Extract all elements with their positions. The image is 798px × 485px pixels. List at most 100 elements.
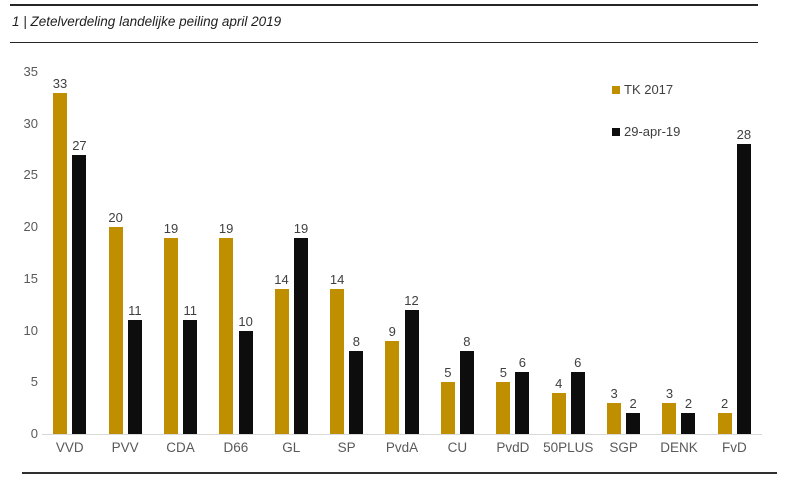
y-axis: 0 5 10 15 20 25 30 35 — [0, 0, 38, 485]
y-tick-label: 35 — [23, 64, 38, 79]
bar — [183, 320, 198, 434]
bar — [108, 227, 123, 434]
category-label: PvdD — [496, 440, 530, 455]
category-label: D66 — [223, 440, 249, 455]
bottom-rule — [22, 472, 777, 474]
legend-label: 29-apr-19 — [624, 124, 681, 139]
bar-value-label: 6 — [518, 354, 526, 370]
bar-value-label: 3 — [665, 386, 674, 401]
bar-group: 2 28 — [707, 72, 762, 434]
bar-wrapper: 3 — [607, 386, 622, 434]
category-label: VVD — [55, 440, 84, 455]
legend-item-tk2017: TK 2017 — [612, 82, 680, 97]
bar — [440, 382, 455, 434]
bar-value-label: 5 — [444, 365, 452, 381]
y-tick-label: 30 — [23, 115, 38, 131]
bar-value-label: 2 — [629, 396, 637, 412]
y-tick-label: 25 — [23, 167, 38, 183]
bar — [459, 351, 474, 434]
bar-wrapper: 20 — [108, 210, 123, 434]
bar-value-label: 11 — [128, 303, 142, 319]
bar-value-label: 33 — [52, 75, 68, 91]
bar-value-label: 10 — [238, 313, 253, 329]
bar-wrapper: 5 — [496, 365, 511, 434]
bar — [274, 289, 289, 434]
legend: TK 2017 29-apr-19 — [612, 82, 680, 139]
category-label: SGP — [609, 440, 638, 455]
title-underline-rule — [10, 42, 758, 43]
bar — [127, 320, 142, 434]
bar — [163, 237, 178, 434]
category-label: PvdA — [385, 440, 419, 455]
bar-wrapper: 11 — [127, 303, 142, 434]
category-label: 50PLUS — [543, 440, 594, 455]
category-label: PVV — [111, 440, 139, 455]
category-label: DENK — [660, 440, 698, 455]
category-label: CDA — [166, 440, 195, 455]
bar-pair: 19 11 — [163, 221, 198, 434]
y-tick-label: 0 — [30, 426, 38, 441]
bar — [496, 382, 511, 434]
bar — [736, 144, 751, 434]
y-tick-label: 15 — [23, 270, 38, 286]
bar-group: 20 11 — [97, 72, 152, 434]
bar-wrapper: 19 — [294, 221, 308, 434]
bar-wrapper: 5 — [440, 365, 455, 434]
bar-value-label: 19 — [218, 220, 234, 236]
y-tick-label: 10 — [23, 322, 38, 338]
bar-group: 33 27 — [42, 72, 97, 434]
bar-value-label: 14 — [329, 272, 345, 288]
y-tick-label: 20 — [23, 219, 38, 235]
bar-value-label: 8 — [463, 334, 471, 350]
bar — [404, 309, 419, 434]
bar — [330, 289, 345, 434]
bar — [385, 340, 400, 434]
bar-value-label: 2 — [684, 396, 693, 412]
chart-title: 1 | Zetelverdeling landelijke peiling ap… — [12, 14, 282, 29]
legend-swatch-black-icon — [612, 127, 620, 136]
bar-value-label: 11 — [183, 303, 197, 319]
bar-pair: 14 8 — [329, 272, 364, 434]
bar-wrapper: 33 — [53, 76, 67, 434]
bar-wrapper: 14 — [274, 272, 289, 434]
bar-pair: 19 10 — [218, 220, 253, 434]
bar — [570, 371, 585, 434]
bar-wrapper: 19 — [218, 220, 234, 434]
legend-swatch-gold-icon — [612, 85, 620, 94]
category-label: SP — [337, 440, 356, 455]
bar — [238, 330, 253, 434]
bar-value-label: 5 — [499, 365, 507, 381]
bar-value-label: 14 — [274, 272, 289, 288]
bar-wrapper: 6 — [570, 355, 585, 434]
bar-wrapper: 3 — [662, 386, 677, 434]
bar-wrapper: 9 — [385, 324, 400, 434]
bar-wrapper: 8 — [459, 334, 474, 434]
bar-value-label: 4 — [555, 375, 563, 391]
bar — [219, 237, 234, 434]
bar — [72, 154, 87, 434]
legend-label: TK 2017 — [624, 82, 674, 97]
bar-group: 19 10 — [208, 72, 263, 434]
bar-group: 14 8 — [319, 72, 374, 434]
bar-wrapper: 6 — [515, 354, 530, 434]
bar-value-label: 27 — [72, 137, 87, 153]
bar-group: 14 19 — [264, 72, 319, 434]
bar — [626, 413, 641, 434]
category-axis: VVD PVV CDA D66 GL SP PvdA CU PvdD 50PLUS SGP DENK F… — [42, 440, 762, 455]
bar — [515, 371, 530, 434]
bar-wrapper: 27 — [72, 137, 87, 434]
bar-wrapper: 10 — [238, 313, 253, 434]
top-rule — [10, 4, 758, 6]
bar-value-label: 2 — [721, 396, 729, 412]
bar-value-label: 12 — [404, 292, 419, 308]
bar-wrapper: 2 — [681, 396, 696, 434]
category-label: GL — [282, 440, 301, 455]
